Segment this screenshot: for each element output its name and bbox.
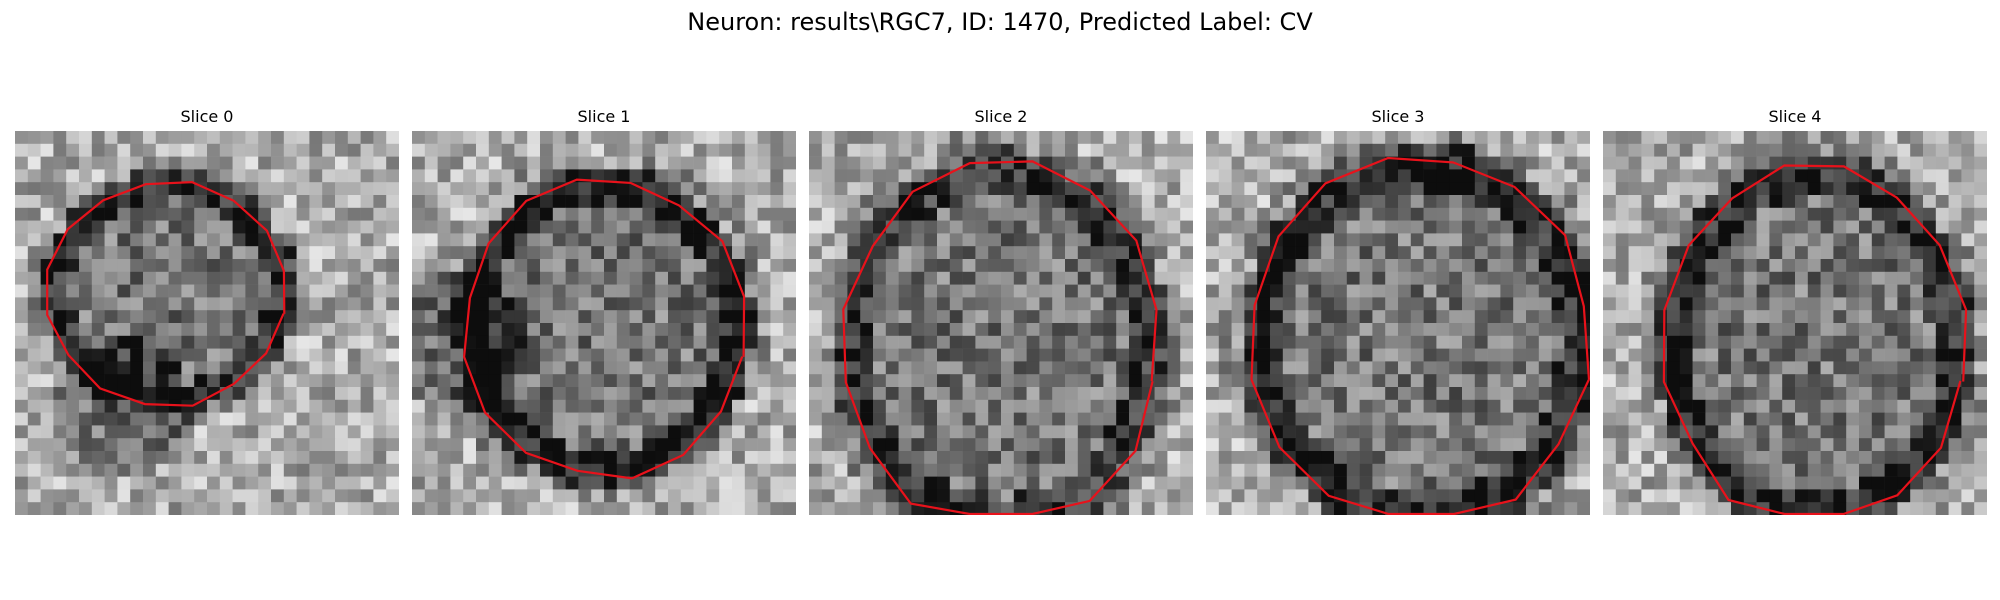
pixel-grid — [809, 131, 1193, 515]
pixel-grid — [412, 131, 796, 515]
slice-title-3: Slice 3 — [1371, 107, 1425, 126]
contour-line — [46, 180, 286, 407]
slice-title-0: Slice 0 — [180, 107, 234, 126]
slice-panel-4: Slice 4 — [1603, 106, 1987, 515]
slice-image-4 — [1603, 131, 1987, 515]
slice-panel-3: Slice 3 — [1206, 106, 1590, 515]
pixel-grid — [1603, 131, 1987, 515]
contour-line — [842, 160, 1158, 515]
contour-line — [1250, 156, 1590, 515]
slice-title-2: Slice 2 — [974, 107, 1028, 126]
slice-title-4: Slice 4 — [1768, 107, 1822, 126]
slice-panel-1: Slice 1 — [412, 106, 796, 515]
slice-panel-0: Slice 0 — [15, 106, 399, 515]
contour-line — [462, 178, 746, 480]
pixel-grid — [1206, 131, 1590, 515]
slice-image-3 — [1206, 131, 1590, 515]
slice-panel-2: Slice 2 — [809, 106, 1193, 515]
slice-image-2 — [809, 131, 1193, 515]
slice-image-1 — [412, 131, 796, 515]
figure-title: Neuron: results\RGC7, ID: 1470, Predicte… — [687, 8, 1313, 36]
slice-title-1: Slice 1 — [577, 107, 631, 126]
pixel-grid — [15, 131, 399, 515]
slice-image-0 — [15, 131, 399, 515]
contour-line — [1662, 164, 1968, 515]
